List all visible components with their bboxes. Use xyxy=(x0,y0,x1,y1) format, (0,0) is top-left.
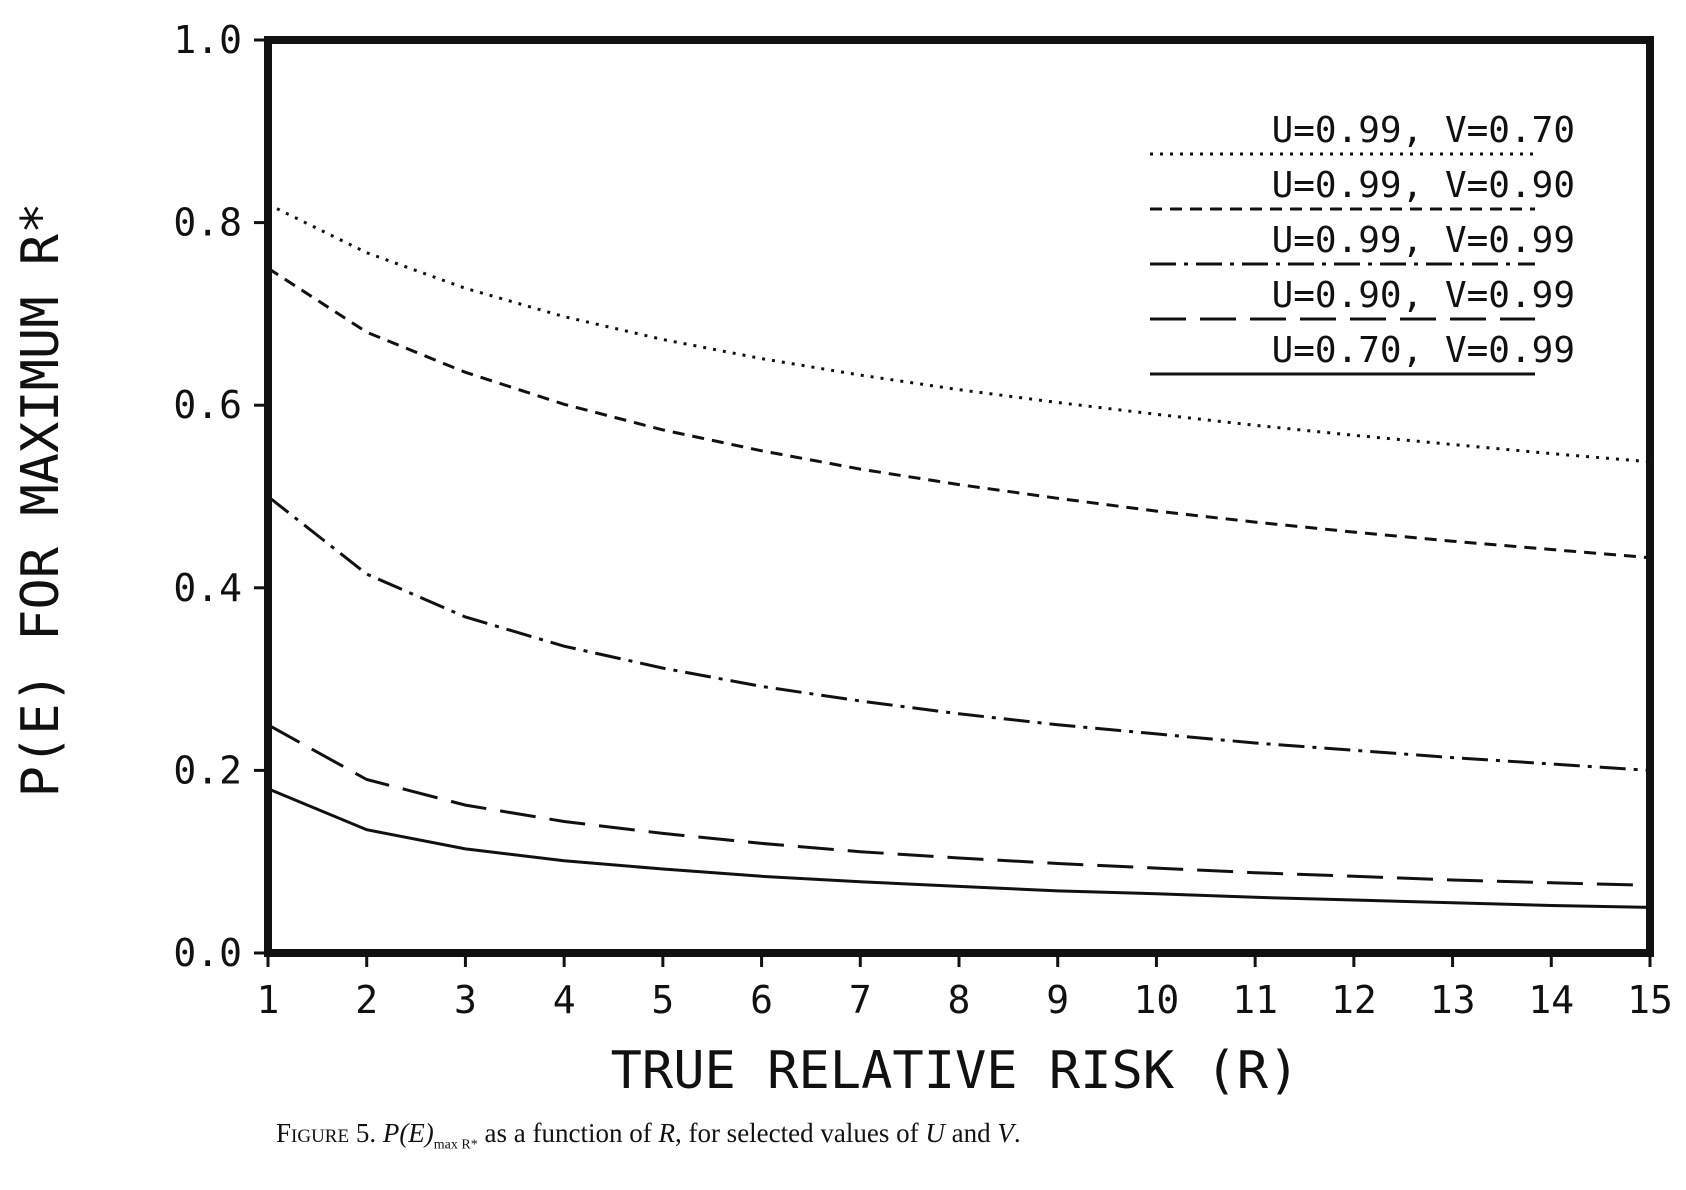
x-tick-label: 11 xyxy=(1232,978,1278,1022)
x-tick-label: 14 xyxy=(1528,978,1574,1022)
x-tick-label: 10 xyxy=(1134,978,1180,1022)
x-tick-label: 3 xyxy=(454,978,477,1022)
x-tick-label: 9 xyxy=(1046,978,1069,1022)
legend-label: U=0.99, V=0.99 xyxy=(1272,220,1575,261)
y-axis-title: P(E) FOR MAXIMUM R* xyxy=(11,203,71,798)
legend-label: U=0.90, V=0.99 xyxy=(1272,275,1575,316)
x-tick-label: 8 xyxy=(948,978,971,1022)
y-tick-label: 0.0 xyxy=(173,931,242,975)
legend-label: U=0.99, V=0.90 xyxy=(1272,165,1575,206)
caption-r: R xyxy=(658,1118,675,1148)
ticks-layer: 1 2 3 4 5 6 7 8 9 10 11 12 13 14 150.00.20.40.60.81.0 xyxy=(173,18,1673,1022)
caption-end: . xyxy=(1013,1118,1021,1148)
x-tick-label: 13 xyxy=(1430,978,1476,1022)
y-tick-label: 1.0 xyxy=(173,18,242,62)
x-tick-label: 15 xyxy=(1627,978,1673,1022)
legend: U=0.99, V=0.70 U=0.99, V=0.90 U=0.99, V=0.… xyxy=(1150,110,1575,376)
legend-label: U=0.99, V=0.70 xyxy=(1272,110,1575,151)
figure-caption: Figure 5. P(E)max R* as a function of R,… xyxy=(276,1118,1021,1153)
x-tick-label: 2 xyxy=(355,978,378,1022)
legend-label: U=0.70, V=0.99 xyxy=(1272,330,1575,371)
series-layer xyxy=(267,202,1651,909)
caption-u: U xyxy=(925,1118,945,1148)
caption-v: V xyxy=(997,1118,1014,1148)
x-tick-label: 5 xyxy=(651,978,674,1022)
x-tick-label: 1 xyxy=(257,978,280,1022)
caption-text: as a function of xyxy=(477,1118,659,1148)
y-tick-label: 0.4 xyxy=(173,566,242,610)
y-tick-label: 0.2 xyxy=(173,748,242,792)
x-axis-title: TRUE RELATIVE RISK (R) xyxy=(611,1041,1300,1101)
y-tick-label: 0.6 xyxy=(173,383,242,427)
x-tick-label: 6 xyxy=(750,978,773,1022)
series-line-3 xyxy=(267,495,1651,772)
series-line-5 xyxy=(267,787,1651,909)
series-line-2 xyxy=(267,267,1651,560)
x-tick-label: 7 xyxy=(849,978,872,1022)
x-tick-label: 4 xyxy=(553,978,576,1022)
x-tick-label: 12 xyxy=(1331,978,1377,1022)
caption-text2: , for selected values of xyxy=(674,1118,926,1148)
caption-sub: max R* xyxy=(433,1137,478,1153)
y-tick-label: 0.8 xyxy=(173,201,242,245)
caption-expr: P(E) xyxy=(382,1118,434,1148)
series-line-4 xyxy=(267,723,1651,887)
caption-and: and xyxy=(944,1118,998,1148)
series-line-1 xyxy=(267,202,1651,464)
caption-label: Figure 5. xyxy=(276,1118,377,1148)
